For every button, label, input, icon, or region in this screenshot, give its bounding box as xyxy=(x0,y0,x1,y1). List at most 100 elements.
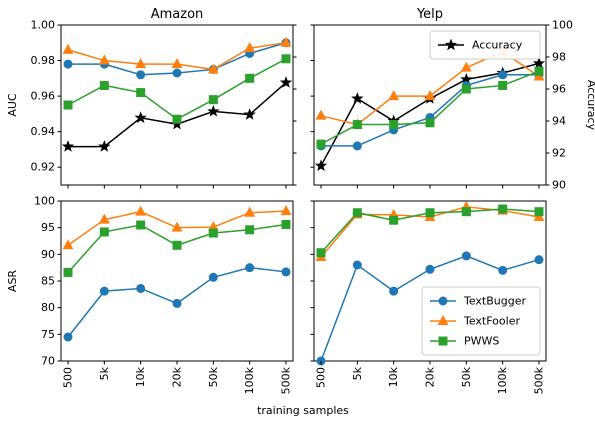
point-accuracy-5k xyxy=(98,140,111,152)
legend-label-textfooler: TextFooler xyxy=(463,315,520,328)
point-pwws-500 xyxy=(63,267,73,277)
x-tick-label: 20k xyxy=(424,366,437,387)
point-textbugger-100k xyxy=(245,263,255,273)
point-pwws-500k xyxy=(534,66,544,76)
y-tick-label: 80 xyxy=(41,301,55,314)
point-textbugger-5k xyxy=(99,286,109,296)
point-accuracy-500k xyxy=(279,76,293,88)
point-textbugger-500 xyxy=(63,332,73,342)
point-accuracy-500 xyxy=(61,140,75,152)
point-textfooler-500k xyxy=(533,70,545,81)
point-pwws-50k xyxy=(461,84,471,94)
point-pwws-5k xyxy=(352,120,362,130)
point-textfooler-20k xyxy=(171,58,183,69)
point-pwws-500k xyxy=(281,54,291,64)
point-textbugger-500 xyxy=(63,59,73,69)
x-tick-label: 50k xyxy=(207,366,220,387)
chart-legends: Accuracy TextBugger TextFooler PWWS xyxy=(421,30,541,356)
point-accuracy-100k xyxy=(243,108,256,120)
y2-tick-label: 94 xyxy=(552,115,566,128)
legend-label-pwws: PWWS xyxy=(464,335,499,348)
y2-tick-label: 100 xyxy=(552,19,573,32)
point-textbugger-10k xyxy=(136,70,146,80)
legend-marker-pwws xyxy=(438,336,448,346)
legend-marker-textfooler xyxy=(437,314,449,325)
point-pwws-500 xyxy=(63,100,73,110)
y-tick-label: 90 xyxy=(41,248,55,261)
chart-marks xyxy=(61,36,546,366)
point-textbugger-500k xyxy=(281,267,291,277)
point-textfooler-5k xyxy=(98,54,110,65)
panel-top-left-frame xyxy=(60,24,294,186)
x-tick-label: 50k xyxy=(460,366,473,387)
x-tick-label: 10k xyxy=(387,366,400,387)
legend-label-accuracy: Accuracy xyxy=(472,39,523,52)
x-tick-label: 20k xyxy=(171,366,184,387)
point-textbugger-50k xyxy=(461,251,471,261)
point-accuracy-10k xyxy=(134,111,147,124)
point-pwws-500 xyxy=(316,248,326,258)
y2-tick-label: 92 xyxy=(552,147,566,160)
point-textbugger-100k xyxy=(498,70,508,80)
y-tick-label: 0.92 xyxy=(31,161,56,174)
point-textfooler-100k xyxy=(244,206,256,217)
point-pwws-500k xyxy=(534,207,544,217)
legend-label-textbugger: TextBugger xyxy=(463,295,526,308)
point-pwws-500k xyxy=(281,219,291,229)
x-axis-label: training samples xyxy=(257,404,349,417)
point-textfooler-50k xyxy=(460,61,472,72)
legend-marker-textbugger xyxy=(438,296,448,306)
y-tick-label: 100 xyxy=(34,195,55,208)
point-pwws-20k xyxy=(425,208,435,218)
point-textbugger-20k xyxy=(172,68,182,78)
point-pwws-100k xyxy=(498,80,508,90)
y-axis-label-auc: AUC xyxy=(6,93,19,117)
y-tick-label: 70 xyxy=(41,355,55,368)
y-axis-label-accuracy: Accuracy xyxy=(585,80,595,131)
point-textfooler-100k xyxy=(244,42,256,53)
point-textbugger-10k xyxy=(136,283,146,293)
point-textfooler-500 xyxy=(62,239,74,250)
point-textbugger-20k xyxy=(172,298,182,308)
point-pwws-100k xyxy=(245,225,255,235)
x-tick-label: 500 xyxy=(315,367,328,388)
point-pwws-50k xyxy=(461,207,471,217)
point-pwws-20k xyxy=(172,240,182,250)
point-pwws-5k xyxy=(99,80,109,90)
y-tick-label: 0.98 xyxy=(31,54,56,67)
point-textbugger-50k xyxy=(208,272,218,282)
x-tick-label: 500k xyxy=(533,366,546,394)
point-pwws-20k xyxy=(425,118,435,128)
point-textfooler-500k xyxy=(280,205,292,216)
x-tick-label: 500k xyxy=(280,366,293,394)
point-pwws-20k xyxy=(172,114,182,124)
legend-box xyxy=(421,286,541,356)
point-accuracy-500 xyxy=(314,159,328,172)
point-pwws-500 xyxy=(316,139,326,149)
x-tick-label: 100k xyxy=(496,366,509,394)
y-tick-label: 0.96 xyxy=(31,90,56,103)
point-textfooler-20k xyxy=(424,90,436,101)
series-group-top-left xyxy=(61,36,293,152)
point-textbugger-5k xyxy=(352,260,362,270)
title-yelp: Yelp xyxy=(416,7,443,22)
x-tick-label: 5k xyxy=(351,366,364,380)
y-tick-label: 0.94 xyxy=(31,125,56,138)
x-tick-label: 100k xyxy=(243,366,256,394)
x-tick-label: 500 xyxy=(62,367,75,388)
y-tick-label: 95 xyxy=(41,221,55,234)
point-textfooler-5k xyxy=(98,213,110,224)
point-pwws-50k xyxy=(208,95,218,105)
series-group-bottom-right xyxy=(315,200,545,366)
point-textfooler-50k xyxy=(207,63,219,74)
point-textfooler-20k xyxy=(171,221,183,232)
point-accuracy-50k xyxy=(207,104,220,117)
legend-marker-accuracy xyxy=(444,38,458,51)
point-textbugger-100k xyxy=(498,265,508,275)
point-textfooler-10k xyxy=(135,205,147,216)
series-group-bottom-left xyxy=(62,205,292,342)
point-textbugger-10k xyxy=(389,286,399,296)
point-pwws-5k xyxy=(99,227,109,237)
x-tick-label: 10k xyxy=(134,366,147,387)
